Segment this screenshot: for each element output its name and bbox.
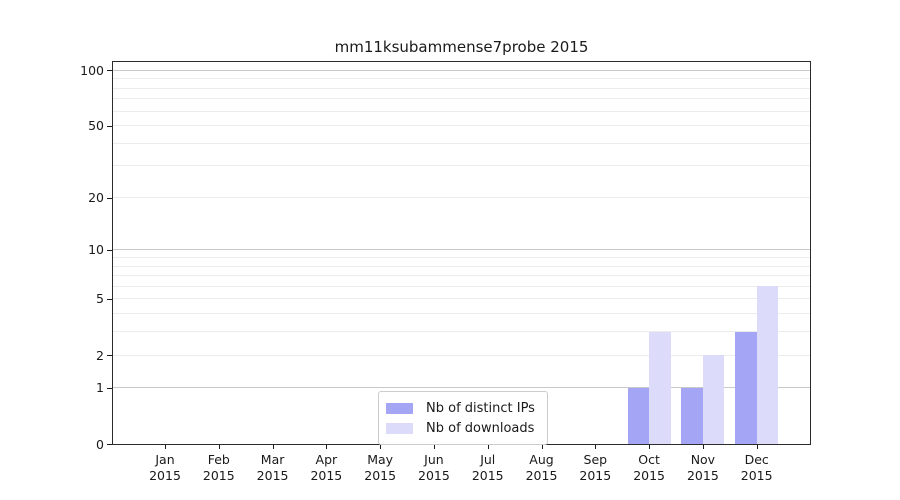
x-axis-year: 2015 <box>256 468 289 483</box>
legend-swatch-distinct-ips <box>386 402 413 414</box>
x-axis-month: Nov <box>690 452 716 467</box>
bar-nb-of-distinct-ips-dec <box>735 331 757 444</box>
x-axis-year: 2015 <box>364 468 397 483</box>
x-axis-tick-label: Feb 2015 <box>184 452 254 484</box>
x-axis-tick-label: Jan 2015 <box>130 452 200 484</box>
x-axis-year: 2015 <box>633 468 666 483</box>
y-axis-tick-label: 20 <box>88 190 104 206</box>
x-axis-tick <box>702 445 704 449</box>
x-axis-tick-label: Apr 2015 <box>291 452 361 484</box>
x-axis-tick-label: Oct 2015 <box>614 452 684 484</box>
gridline-minor <box>113 354 810 356</box>
x-axis-tick-label: Jun 2015 <box>399 452 469 484</box>
legend-label-distinct-ips: Nb of distinct IPs <box>426 400 535 416</box>
x-axis-year: 2015 <box>310 468 343 483</box>
y-axis-tick <box>107 444 112 445</box>
y-axis-tick-label: 1 <box>96 380 104 396</box>
x-axis-tick <box>541 445 543 449</box>
y-axis-tick-label: 50 <box>88 118 104 134</box>
gridline-minor <box>113 313 810 315</box>
plot-area <box>112 61 811 445</box>
gridline-minor <box>113 125 810 127</box>
x-axis-tick <box>649 445 651 449</box>
x-axis-month: Oct <box>638 452 660 467</box>
x-axis-tick <box>218 445 220 449</box>
y-axis-tick <box>107 125 112 127</box>
legend: Nb of distinct IPs Nb of downloads <box>378 391 548 445</box>
gridline-minor <box>113 78 810 80</box>
x-axis-tick-label: Sep 2015 <box>560 452 630 484</box>
x-axis-month: Feb <box>207 452 230 467</box>
x-axis-month: Jul <box>480 452 496 467</box>
x-axis-year: 2015 <box>579 468 612 483</box>
y-axis-tick <box>107 197 112 199</box>
x-axis-tick <box>380 445 382 449</box>
x-axis-year: 2015 <box>740 468 773 483</box>
x-axis-tick-label: Aug 2015 <box>507 452 577 484</box>
gridline-minor <box>113 257 810 259</box>
legend-swatch-downloads <box>386 422 413 434</box>
y-axis-tick-label: 10 <box>88 242 104 258</box>
legend-item-distinct-ips: Nb of distinct IPs <box>386 398 535 418</box>
gridline-minor <box>113 165 810 167</box>
legend-label-downloads: Nb of downloads <box>426 420 535 436</box>
x-axis-tick <box>487 445 489 449</box>
x-axis-year: 2015 <box>471 468 504 483</box>
bar-nb-of-downloads-nov <box>702 355 725 444</box>
y-axis-tick <box>107 70 112 72</box>
gridline-minor <box>113 110 810 112</box>
x-axis-tick-label: Dec 2015 <box>722 452 792 484</box>
x-axis-tick <box>272 445 274 449</box>
x-axis-tick-label: Nov 2015 <box>668 452 738 484</box>
chart-title: mm11ksubammense7probe 2015 <box>334 38 589 56</box>
y-axis-tick-label: 5 <box>96 291 104 307</box>
bar-nb-of-downloads-dec <box>756 286 779 444</box>
x-axis-tick-label: Jul 2015 <box>453 452 523 484</box>
legend-item-downloads: Nb of downloads <box>386 418 535 438</box>
gridline-minor <box>113 331 810 333</box>
x-axis-month: Dec <box>744 452 769 467</box>
x-axis-tick-label: Mar 2015 <box>238 452 308 484</box>
gridline-minor <box>113 275 810 277</box>
gridline-minor <box>113 298 810 300</box>
x-axis-month: May <box>367 452 394 467</box>
gridline-major <box>113 249 810 251</box>
x-axis-tick <box>326 445 328 449</box>
x-axis-tick-label: May 2015 <box>345 452 415 484</box>
y-axis-tick-label: 2 <box>96 347 104 363</box>
y-axis-tick <box>107 298 112 300</box>
gridline-minor <box>113 265 810 267</box>
x-axis-tick <box>756 445 758 449</box>
x-axis-month: Sep <box>583 452 608 467</box>
x-axis-tick <box>433 445 435 449</box>
y-axis-tick <box>107 249 112 251</box>
x-axis-month: Apr <box>315 452 338 467</box>
gridline-minor <box>113 197 810 199</box>
bar-nb-of-distinct-ips-nov <box>681 387 703 444</box>
y-axis-tick-label: 0 <box>96 436 104 452</box>
x-axis-year: 2015 <box>149 468 181 483</box>
bar-nb-of-distinct-ips-oct <box>627 387 650 444</box>
x-axis-month: Aug <box>529 452 554 467</box>
x-axis-year: 2015 <box>686 468 719 483</box>
gridline-minor <box>113 142 810 144</box>
gridline-major <box>113 387 810 389</box>
x-axis-year: 2015 <box>418 468 450 483</box>
x-axis-month: Jun <box>424 452 444 467</box>
y-axis-tick <box>107 355 112 357</box>
y-axis-tick-label: 100 <box>80 62 104 78</box>
x-axis-year: 2015 <box>525 468 558 483</box>
x-axis-month: Jan <box>155 452 175 467</box>
x-axis-tick <box>595 445 597 449</box>
gridline-minor <box>113 98 810 100</box>
x-axis-year: 2015 <box>202 468 235 483</box>
x-axis-month: Mar <box>260 452 285 467</box>
y-axis-tick <box>107 387 112 389</box>
bar-nb-of-downloads-oct <box>649 331 671 444</box>
gridline-minor <box>113 87 810 89</box>
gridline-minor <box>113 285 810 287</box>
gridline-major <box>113 69 810 71</box>
x-axis-tick <box>165 445 166 449</box>
